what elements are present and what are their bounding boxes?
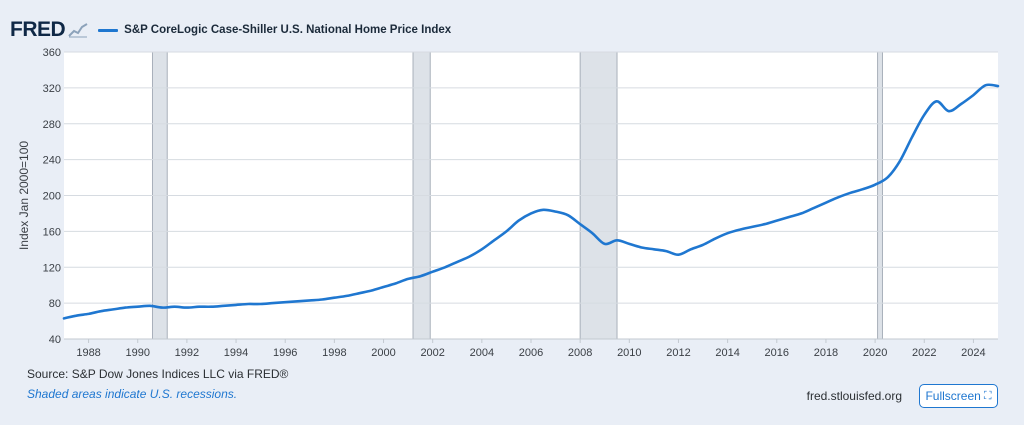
x-tick-label: 2002 [420, 347, 444, 359]
x-tick-label: 1988 [76, 347, 100, 359]
y-tick-label: 240 [43, 155, 61, 167]
x-tick-label: 2006 [519, 347, 543, 359]
y-tick-label: 280 [43, 119, 61, 131]
x-axis-ticks: 1988 1990 1992 1994 1996 1998 2000 2002 2004 2006… [76, 339, 986, 359]
x-tick-label: 2000 [371, 347, 395, 359]
line-graph-icon [68, 23, 88, 38]
x-tick-label: 1992 [175, 347, 199, 359]
chart-header: FRED S&P CoreLogic Case-Shiller U.S. Nat… [10, 17, 451, 43]
y-tick-label: 160 [43, 226, 61, 238]
legend: S&P CoreLogic Case-Shiller U.S. National… [98, 24, 451, 36]
y-tick-label: 80 [49, 298, 61, 310]
x-tick-label: 2014 [715, 347, 739, 359]
y-tick-label: 320 [43, 83, 61, 95]
x-tick-label: 2016 [765, 347, 789, 359]
y-axis-label: Index Jan 2000=100 [17, 141, 31, 250]
x-tick-label: 2024 [961, 347, 985, 359]
x-tick-label: 2020 [863, 347, 887, 359]
y-tick-label: 360 [43, 47, 61, 59]
fullscreen-label: Fullscreen [925, 389, 981, 403]
y-axis-ticks: 40 80 120 160 200 240 280 320 360 [43, 47, 61, 346]
x-tick-label: 1990 [125, 347, 149, 359]
x-tick-label: 1998 [322, 347, 346, 359]
y-tick-label: 40 [49, 334, 61, 346]
x-tick-label: 2004 [470, 347, 494, 359]
fullscreen-button[interactable]: Fullscreen ⛶ [919, 384, 998, 408]
x-tick-label: 2018 [814, 347, 838, 359]
legend-swatch [98, 28, 119, 32]
x-tick-label: 1996 [273, 347, 297, 359]
gridlines [64, 51, 998, 340]
recession-note: Shaded areas indicate U.S. recessions. [27, 387, 238, 401]
series-line [62, 83, 1000, 320]
y-tick-label: 200 [43, 191, 61, 203]
x-tick-label: 2012 [666, 347, 690, 359]
x-tick-label: 2008 [568, 347, 592, 359]
x-tick-label: 1994 [224, 347, 248, 359]
y-tick-label: 120 [43, 262, 61, 274]
x-tick-label: 2022 [912, 347, 936, 359]
legend-label: S&P CoreLogic Case-Shiller U.S. National… [124, 24, 452, 36]
x-tick-label: 2010 [617, 347, 641, 359]
fred-logo[interactable]: FRED [10, 18, 66, 41]
source-text: Source: S&P Dow Jones Indices LLC via FR… [27, 367, 289, 381]
site-link[interactable]: fred.stlouisfed.org [806, 389, 902, 403]
expand-icon: ⛶ [983, 389, 992, 402]
